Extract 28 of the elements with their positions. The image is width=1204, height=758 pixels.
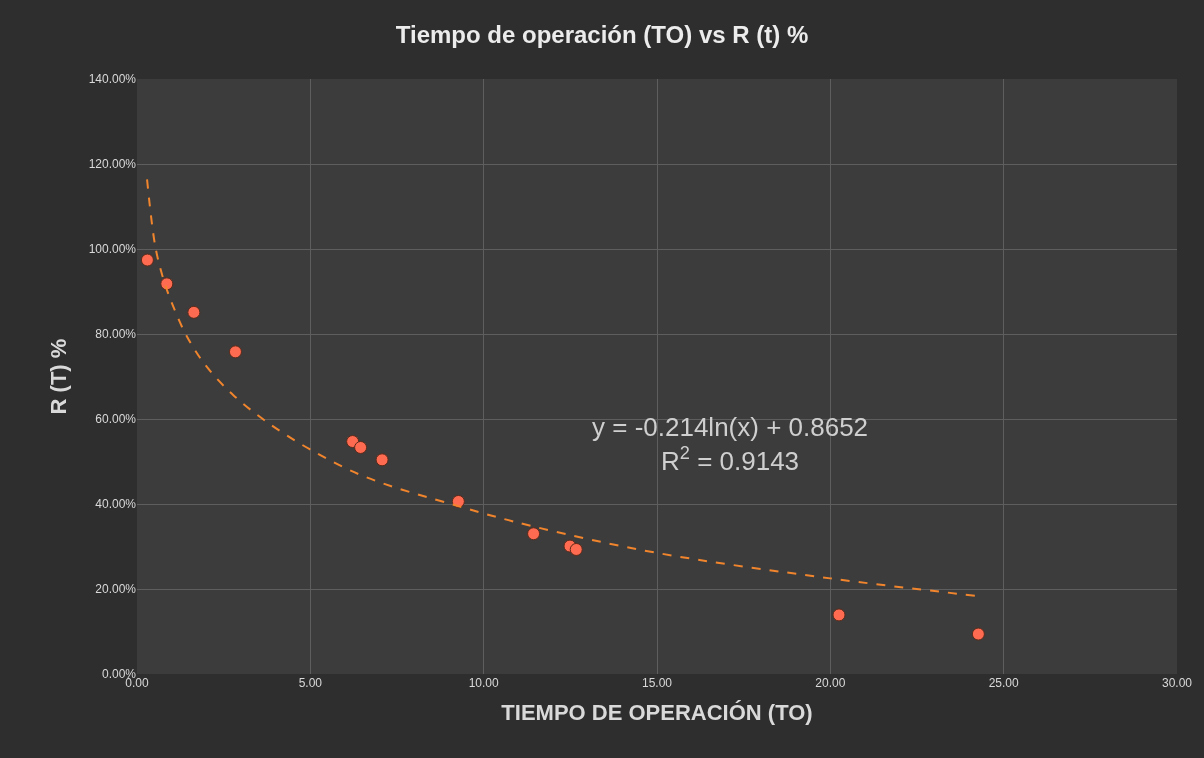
x-tick-label: 10.00 [468, 676, 500, 690]
point [228, 345, 242, 359]
point [971, 627, 985, 641]
x-tick-label: 5.00 [298, 676, 323, 690]
point [160, 277, 174, 291]
x-tick-label: 30.00 [1161, 676, 1193, 690]
y-tick-label: 80.00% [95, 327, 137, 342]
y-tick-label: 100.00% [88, 242, 137, 257]
point [354, 440, 368, 454]
y-tick-label: 60.00% [95, 412, 137, 427]
y-tick-label: 140.00% [88, 72, 137, 87]
x-axis-title: TIEMPO DE OPERACIÓN (TO) [501, 699, 813, 725]
x-tick-label: 15.00 [641, 676, 673, 690]
point [187, 305, 201, 319]
point [569, 542, 583, 556]
line-series [146, 178, 977, 597]
annotation: y = -0.214ln(x) + 0.8652 R$^{2}$ = 0.9143 [592, 412, 869, 476]
y-tick-label: 120.00% [88, 157, 137, 172]
point [375, 453, 389, 467]
chart-title: Tiempo de operación (TO) vs R (t) % [395, 20, 809, 48]
point [527, 527, 541, 541]
point [832, 608, 846, 622]
y-tick-label: 40.00% [95, 497, 137, 512]
y-tick-label: 20.00% [95, 582, 137, 597]
x-tick-label: 25.00 [988, 676, 1020, 690]
point [140, 253, 154, 267]
y-axis-title: R (T) % [46, 338, 72, 415]
x-tick-label: 20.00 [815, 676, 846, 690]
